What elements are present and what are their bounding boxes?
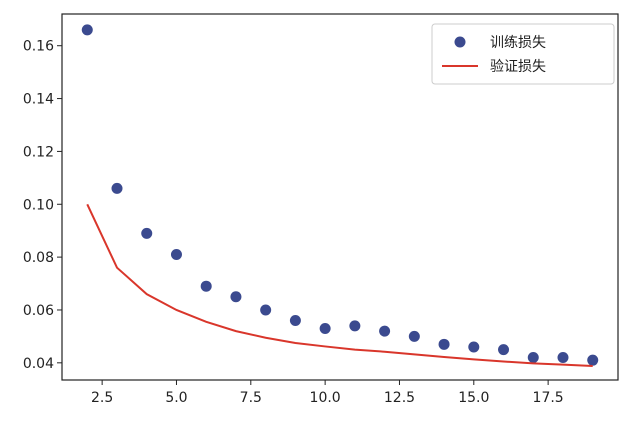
y-tick-label: 0.14 bbox=[23, 92, 54, 108]
training-loss-point bbox=[498, 344, 510, 356]
training-loss-point bbox=[319, 322, 331, 334]
x-tick-label: 7.5 bbox=[240, 390, 262, 406]
training-loss-point bbox=[379, 325, 391, 337]
training-loss-point bbox=[170, 248, 182, 260]
legend-dot-marker bbox=[454, 36, 466, 48]
x-tick-label: 12.5 bbox=[384, 390, 415, 406]
x-tick-label: 15.0 bbox=[458, 390, 489, 406]
training-loss-point bbox=[408, 330, 420, 342]
training-loss-point bbox=[81, 24, 93, 36]
legend-label: 验证损失 bbox=[490, 59, 546, 75]
y-tick-label: 0.10 bbox=[23, 197, 54, 213]
series-layer bbox=[81, 24, 599, 367]
plot-area bbox=[61, 13, 619, 381]
training-loss-point bbox=[468, 341, 480, 353]
training-loss-point bbox=[200, 280, 212, 292]
x-tick-label: 17.5 bbox=[533, 390, 564, 406]
training-loss-point bbox=[111, 182, 123, 194]
y-tick-label: 0.06 bbox=[23, 303, 54, 319]
y-tick-label: 0.16 bbox=[23, 39, 54, 55]
training-loss-point bbox=[587, 354, 599, 366]
training-loss-point bbox=[289, 315, 301, 327]
training-loss-point bbox=[260, 304, 272, 316]
y-tick-label: 0.12 bbox=[23, 144, 54, 160]
legend-label: 训练损失 bbox=[490, 35, 546, 51]
x-axis: 2.5 5.0 7.5 10.0 12.5 15.0 17.5 bbox=[91, 380, 564, 406]
x-tick-label: 2.5 bbox=[91, 390, 113, 406]
training-loss-point bbox=[141, 227, 153, 239]
legend-box bbox=[431, 23, 615, 85]
plot-frame bbox=[61, 13, 619, 381]
training-loss-point bbox=[527, 352, 539, 364]
x-tick-label: 10.0 bbox=[310, 390, 341, 406]
training-loss-point bbox=[230, 291, 242, 303]
y-axis: 0.04 0.06 0.08 0.10 0.12 0.14 0.16 bbox=[23, 39, 62, 372]
training-loss-point bbox=[349, 320, 361, 332]
training-loss-point bbox=[438, 338, 450, 350]
y-tick-label: 0.08 bbox=[23, 250, 54, 266]
x-tick-label: 5.0 bbox=[165, 390, 187, 406]
y-tick-label: 0.04 bbox=[23, 356, 54, 372]
validation-loss-line bbox=[86, 203, 593, 367]
training-loss-point bbox=[557, 352, 569, 364]
